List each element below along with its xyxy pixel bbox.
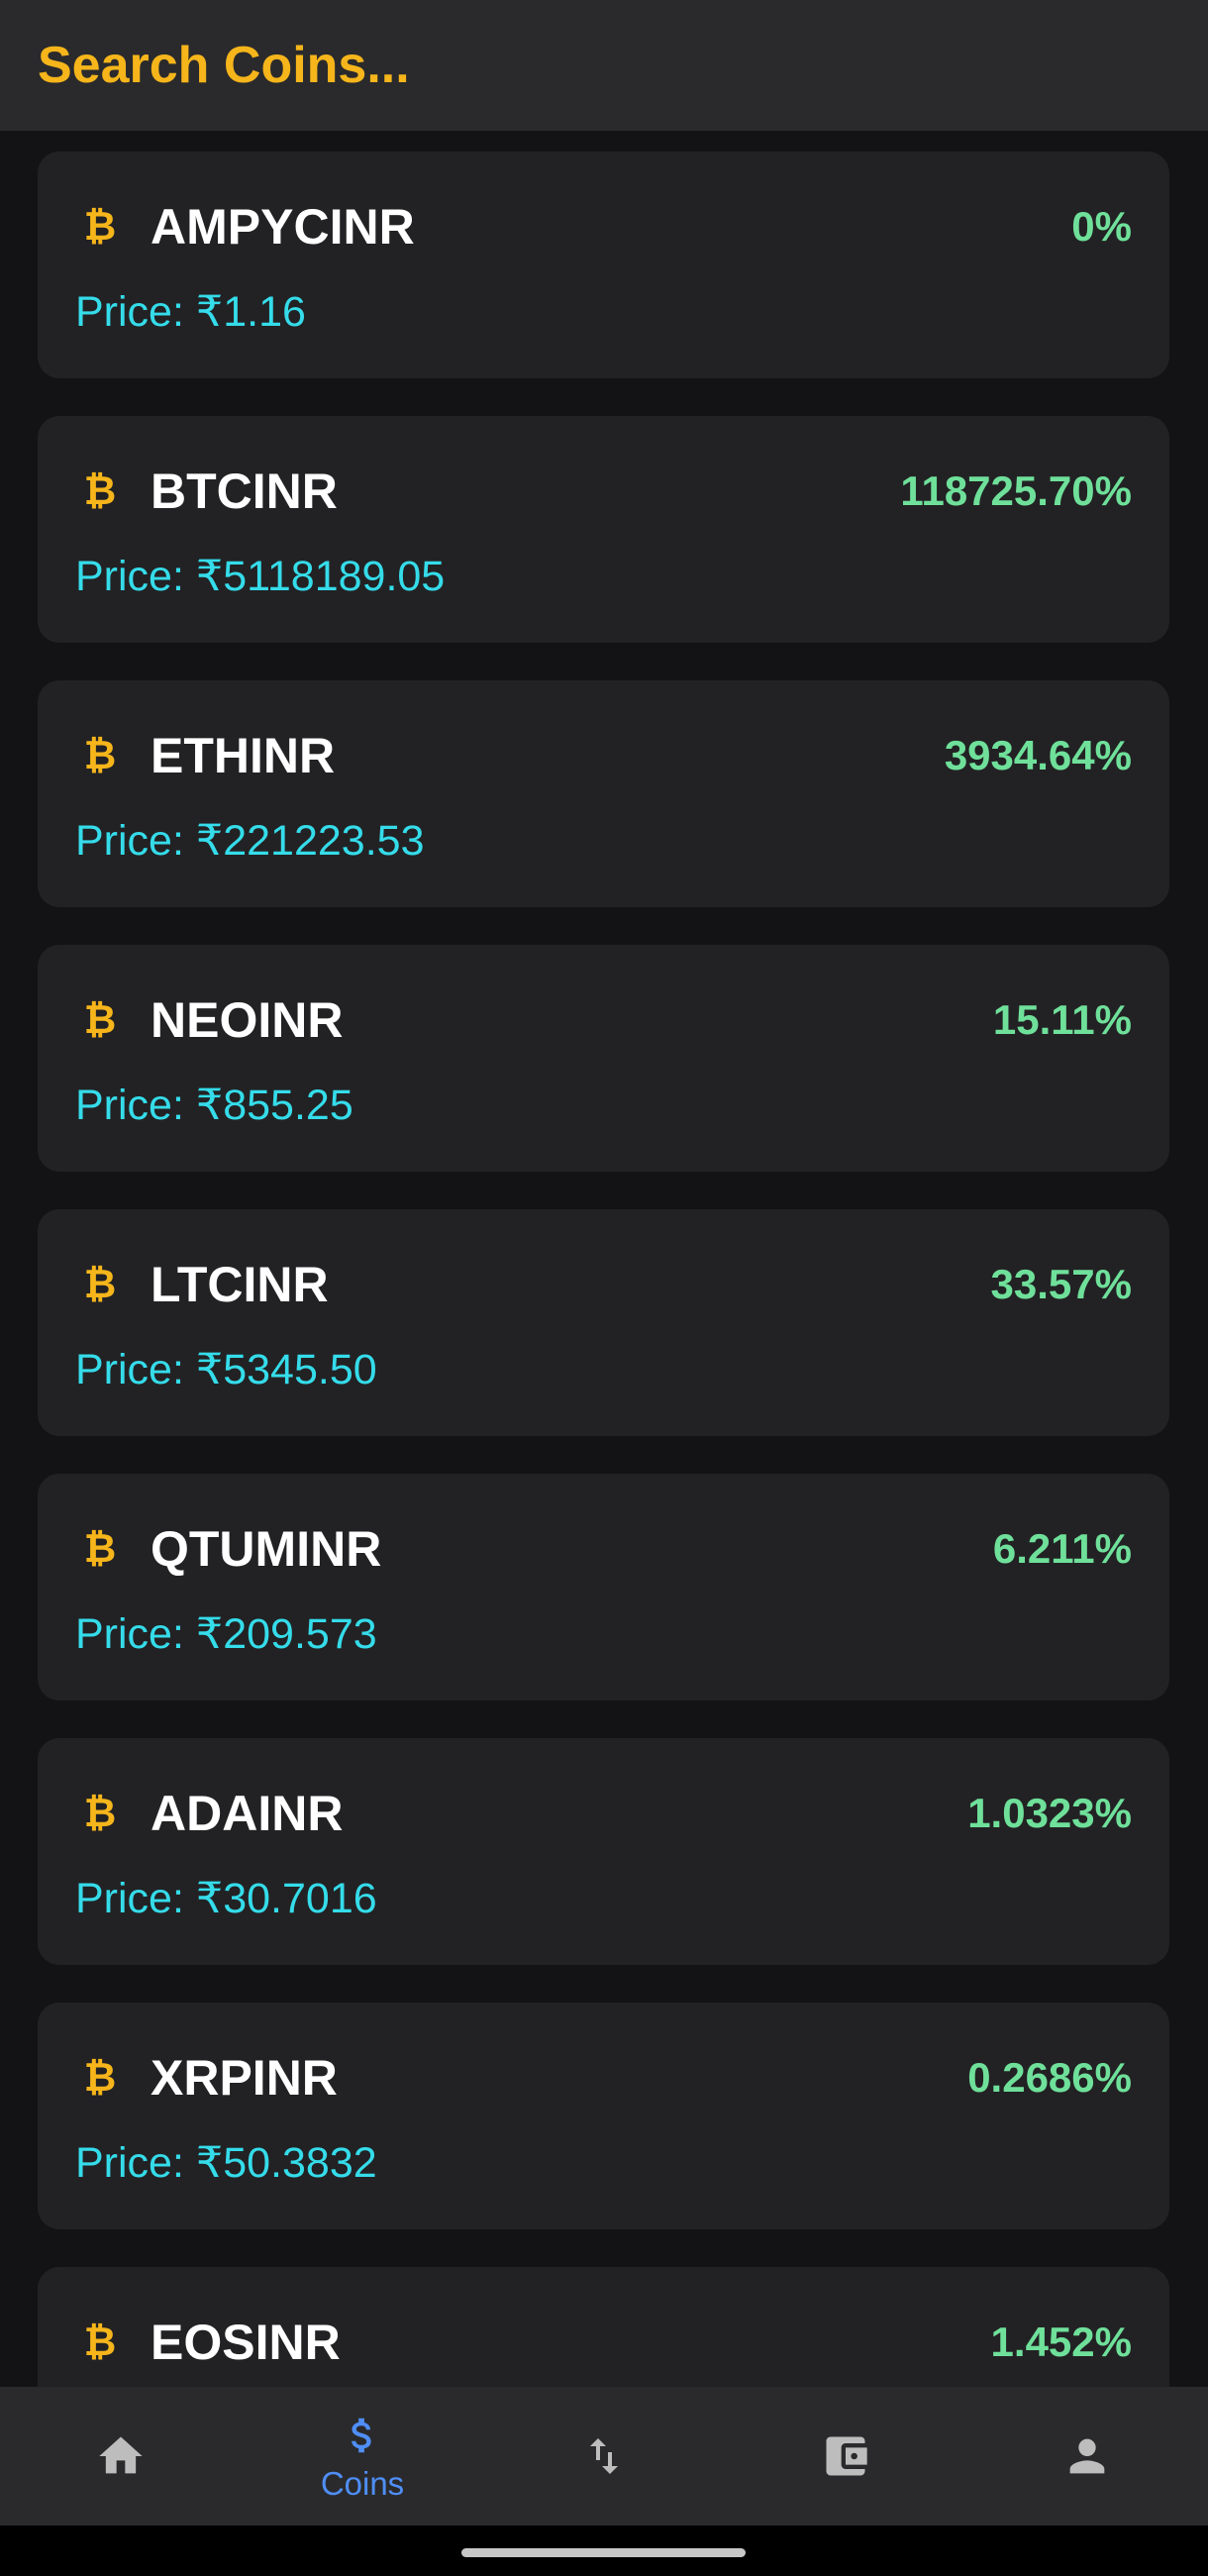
- price-value: ₹855.25: [195, 1082, 353, 1129]
- bitcoin-icon: ₿: [81, 1261, 119, 1310]
- price-value: ₹209.573: [195, 1610, 377, 1658]
- coin-card[interactable]: ₿ AMPYCINR 0% Price: ₹1.16: [38, 152, 1169, 378]
- price-value: ₹1.16: [195, 288, 306, 336]
- bitcoin-icon: ₿: [81, 996, 119, 1046]
- svg-text:₿: ₿: [84, 468, 116, 513]
- coin-name: BTCINR: [151, 464, 338, 519]
- system-gesture-area: [0, 2525, 1208, 2576]
- price-value: ₹5345.50: [195, 1346, 377, 1393]
- coin-name: ADAINR: [151, 1786, 344, 1841]
- bitcoin-icon: ₿: [81, 203, 119, 253]
- nav-item-trade[interactable]: [483, 2387, 725, 2525]
- bitcoin-icon: ₿: [81, 467, 119, 517]
- dollar-icon: [340, 2410, 385, 2461]
- coin-price: Price: ₹5345.50: [75, 1340, 377, 1399]
- coin-change-percent: 1.452%: [990, 2318, 1132, 2365]
- wallet-icon: [820, 2430, 871, 2482]
- coin-name: ETHINR: [151, 728, 336, 783]
- coin-change-percent: 0%: [1071, 203, 1132, 250]
- svg-text:₿: ₿: [84, 1526, 116, 1571]
- coin-name: NEOINR: [151, 992, 344, 1048]
- home-gesture-bar[interactable]: [461, 2548, 746, 2557]
- coin-change-percent: 33.57%: [990, 1261, 1132, 1307]
- price-value: ₹5118189.05: [195, 553, 446, 600]
- coin-price: Price: ₹30.7016: [75, 1869, 377, 1928]
- bitcoin-icon: ₿: [81, 732, 119, 781]
- nav-item-coins[interactable]: Coins: [242, 2387, 483, 2525]
- nav-item-home[interactable]: [0, 2387, 242, 2525]
- search-input[interactable]: [38, 36, 1127, 95]
- coin-price: Price: ₹1.16: [75, 282, 306, 342]
- person-icon: [1061, 2430, 1113, 2482]
- bitcoin-icon: ₿: [81, 1525, 119, 1575]
- coin-card[interactable]: ₿ LTCINR 33.57% Price: ₹5345.50: [38, 1209, 1169, 1436]
- price-value: ₹221223.53: [195, 817, 425, 865]
- coin-change-percent: 1.0323%: [967, 1790, 1132, 1836]
- price-label: Price:: [75, 817, 196, 865]
- price-label: Price:: [75, 288, 196, 336]
- price-label: Price:: [75, 2139, 196, 2187]
- home-icon: [95, 2430, 147, 2482]
- coin-change-percent: 0.2686%: [967, 2054, 1132, 2101]
- coin-name: AMPYCINR: [151, 199, 415, 255]
- coin-list[interactable]: ₿ AMPYCINR 0% Price: ₹1.16 ₿ BTCINR 118725.70%…: [38, 152, 1169, 2387]
- svg-text:₿: ₿: [84, 2055, 116, 2100]
- search-bar: [0, 0, 1208, 131]
- price-label: Price:: [75, 1082, 196, 1129]
- coin-change-percent: 118725.70%: [900, 467, 1132, 514]
- coin-price: Price: ₹50.3832: [75, 2133, 377, 2193]
- price-label: Price:: [75, 1610, 196, 1658]
- svg-text:₿: ₿: [84, 2319, 116, 2364]
- coin-card[interactable]: ₿ XRPINR 0.2686% Price: ₹50.3832: [38, 2003, 1169, 2229]
- coin-name: EOSINR: [151, 2315, 341, 2370]
- nav-item-profile[interactable]: [966, 2387, 1208, 2525]
- coin-card[interactable]: ₿ BTCINR 118725.70% Price: ₹5118189.05: [38, 416, 1169, 643]
- svg-text:₿: ₿: [84, 1791, 116, 1835]
- coin-price: Price: ₹209.573: [75, 1604, 377, 1664]
- bitcoin-icon: ₿: [81, 1790, 119, 1839]
- bitcoin-icon: ₿: [81, 2054, 119, 2104]
- coin-price: Price: ₹221223.53: [75, 811, 425, 871]
- coin-name: XRPINR: [151, 2050, 338, 2106]
- nav-label-coins: Coins: [320, 2465, 405, 2502]
- coin-name: QTUMINR: [151, 1521, 382, 1577]
- coin-change-percent: 3934.64%: [944, 732, 1132, 778]
- price-value: ₹30.7016: [195, 1875, 377, 1922]
- svg-text:₿: ₿: [84, 997, 116, 1042]
- svg-text:₿: ₿: [84, 1262, 116, 1306]
- svg-text:₿: ₿: [84, 733, 116, 777]
- coin-card[interactable]: ₿ QTUMINR 6.211% Price: ₹209.573: [38, 1474, 1169, 1700]
- price-value: ₹50.3832: [195, 2139, 377, 2187]
- coin-card[interactable]: ₿ ADAINR 1.0323% Price: ₹30.7016: [38, 1738, 1169, 1965]
- price-label: Price:: [75, 1875, 196, 1922]
- coin-price: Price: ₹855.25: [75, 1076, 353, 1135]
- price-label: Price:: [75, 553, 196, 600]
- coin-change-percent: 15.11%: [992, 996, 1132, 1043]
- coin-card[interactable]: ₿ EOSINR 1.452%: [38, 2267, 1169, 2387]
- coin-card[interactable]: ₿ ETHINR 3934.64% Price: ₹221223.53: [38, 680, 1169, 907]
- svg-text:₿: ₿: [84, 204, 116, 249]
- coin-name: LTCINR: [151, 1257, 329, 1312]
- nav-item-wallet[interactable]: [725, 2387, 966, 2525]
- coin-change-percent: 6.211%: [992, 1525, 1132, 1572]
- coin-price: Price: ₹5118189.05: [75, 547, 445, 606]
- price-label: Price:: [75, 1346, 196, 1393]
- swap-arrows-icon: [580, 2432, 628, 2480]
- coin-card[interactable]: ₿ NEOINR 15.11% Price: ₹855.25: [38, 945, 1169, 1172]
- bottom-nav: Coins: [0, 2387, 1208, 2525]
- bitcoin-icon: ₿: [81, 2318, 119, 2368]
